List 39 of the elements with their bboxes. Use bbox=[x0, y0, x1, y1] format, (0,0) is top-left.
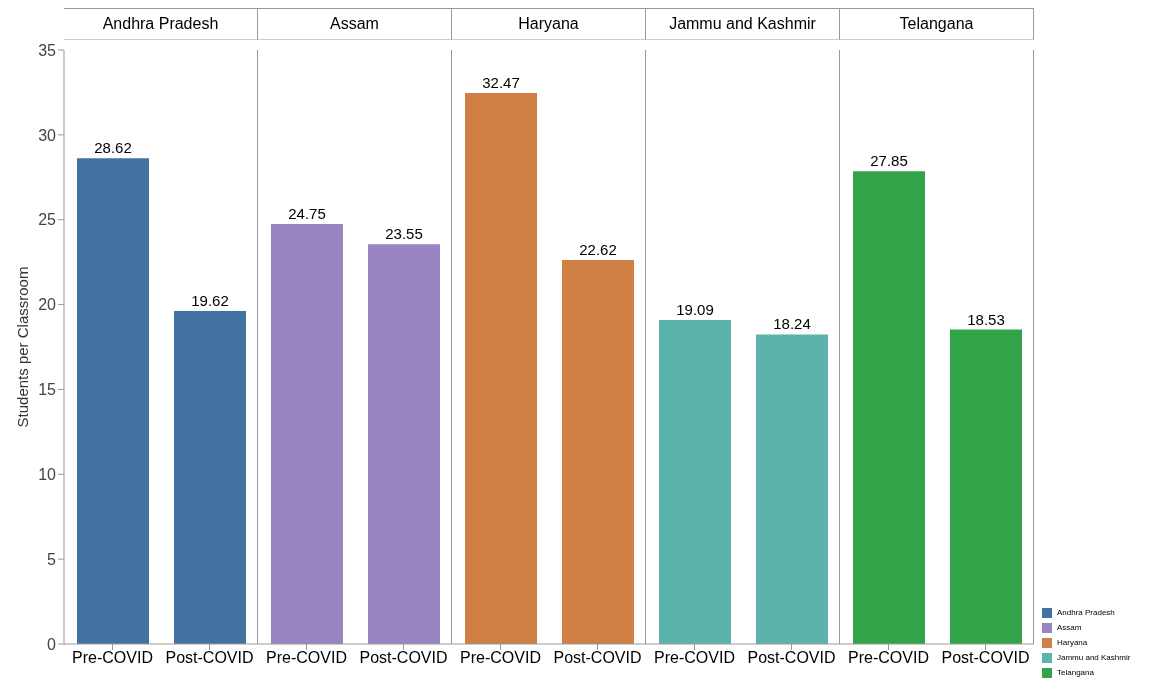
data-label: 18.53 bbox=[967, 310, 1005, 328]
data-label: 32.47 bbox=[482, 73, 520, 91]
data-label: 24.75 bbox=[288, 204, 326, 222]
legend-label: Andhra Pradesh bbox=[1057, 608, 1115, 617]
x-tick-label: Post-COVID bbox=[553, 649, 642, 667]
legend-label: Telangana bbox=[1057, 668, 1094, 677]
x-tick-label: Pre-COVID bbox=[654, 649, 735, 667]
y-tick-label: 0 bbox=[47, 635, 57, 653]
legend-label: Jammu and Kashmir bbox=[1057, 653, 1131, 662]
data-label: 19.62 bbox=[191, 292, 229, 310]
data-label: 22.62 bbox=[579, 241, 617, 259]
text: Jammu and Kashmir bbox=[669, 15, 816, 32]
data-label: 28.62 bbox=[94, 139, 132, 157]
y-tick-label: 30 bbox=[38, 126, 57, 144]
x-tick-label: Post-COVID bbox=[747, 649, 836, 667]
text: Assam bbox=[330, 15, 379, 32]
data-label: 19.09 bbox=[676, 301, 714, 319]
y-tick-label: 25 bbox=[38, 211, 57, 229]
x-tick-label: Pre-COVID bbox=[72, 649, 153, 667]
x-tick-label: Pre-COVID bbox=[460, 649, 541, 667]
x-tick-label: Post-COVID bbox=[165, 649, 254, 667]
x-tick-label: Pre-COVID bbox=[848, 649, 929, 667]
text: Telangana bbox=[899, 15, 974, 32]
legend-label: Assam bbox=[1057, 623, 1082, 632]
legend-label: Haryana bbox=[1057, 638, 1088, 647]
x-tick-label: Post-COVID bbox=[941, 649, 1030, 667]
y-tick-label: 15 bbox=[38, 381, 57, 399]
y-axis-title: Students per Classroom bbox=[13, 266, 31, 428]
y-tick-label: 20 bbox=[38, 296, 57, 314]
data-label: 18.24 bbox=[773, 315, 811, 333]
y-tick-label: 5 bbox=[47, 550, 57, 568]
text: Andhra Pradesh bbox=[102, 15, 219, 32]
data-label: 23.55 bbox=[385, 225, 423, 243]
text: Haryana bbox=[518, 15, 579, 32]
data-label: 27.85 bbox=[870, 152, 908, 170]
x-tick-label: Post-COVID bbox=[359, 649, 448, 667]
y-tick-label: 35 bbox=[38, 41, 57, 59]
y-tick-label: 10 bbox=[38, 465, 57, 483]
x-tick-label: Pre-COVID bbox=[266, 649, 347, 667]
